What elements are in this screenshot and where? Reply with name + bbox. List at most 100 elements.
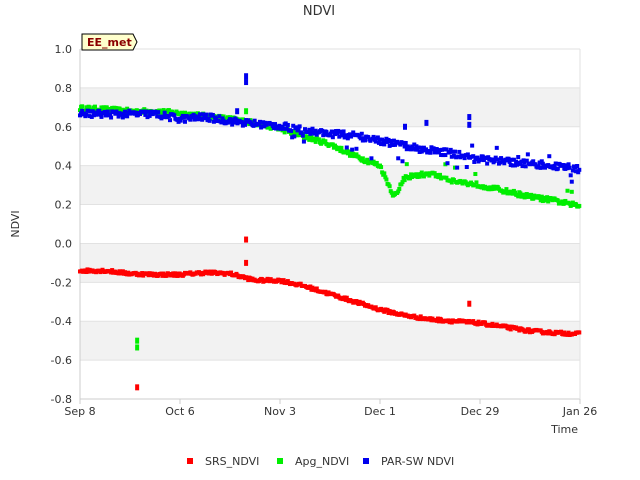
data-point: [522, 160, 527, 165]
data-point: [397, 186, 402, 191]
data-point: [490, 157, 495, 162]
data-point: [344, 295, 349, 300]
data-point: [230, 122, 235, 127]
data-point: [470, 143, 475, 148]
data-point: [221, 118, 226, 123]
data-point: [439, 152, 444, 157]
data-point: [190, 115, 195, 120]
data-point: [144, 109, 149, 114]
data-point: [276, 126, 281, 131]
data-point: [320, 128, 325, 133]
grid-band: [80, 204, 580, 244]
data-point: [285, 122, 290, 127]
data-point: [490, 321, 495, 326]
data-point: [374, 160, 379, 165]
data-point: [345, 136, 350, 141]
data-point: [312, 136, 317, 141]
data-point: [415, 174, 420, 179]
data-point: [483, 320, 487, 325]
data-point: [303, 134, 307, 139]
data-point: [176, 119, 181, 124]
data-point: [143, 112, 148, 117]
data-point: [435, 316, 440, 321]
data-point: [91, 113, 96, 118]
y-tick-label: -0.8: [51, 393, 72, 406]
data-point: [418, 314, 423, 319]
data-point: [484, 156, 489, 161]
data-point: [149, 109, 154, 114]
y-tick-label: 0.6: [55, 121, 73, 134]
data-point: [576, 170, 581, 175]
data-point: [314, 286, 319, 291]
data-point: [545, 195, 550, 200]
data-point: [309, 129, 314, 134]
data-point: [232, 120, 237, 125]
legend: SRS_NDVI Apg_NDVI PAR-SW NDVI: [187, 455, 454, 468]
data-point: [133, 110, 138, 115]
data-point: [202, 114, 207, 119]
data-point: [217, 114, 222, 119]
data-point: [284, 126, 289, 131]
outlier-point: [467, 121, 472, 128]
data-point: [404, 147, 409, 152]
data-point: [432, 171, 437, 176]
data-point: [538, 165, 543, 170]
data-point: [523, 194, 528, 199]
data-point: [421, 145, 426, 150]
data-point: [262, 124, 267, 129]
data-point: [160, 273, 165, 278]
data-point: [219, 114, 224, 119]
data-point: [86, 108, 91, 113]
data-point: [277, 123, 282, 128]
data-point: [359, 131, 364, 136]
data-point: [413, 147, 418, 152]
data-point: [444, 175, 449, 180]
data-point: [252, 118, 257, 123]
data-point: [156, 110, 161, 115]
data-point: [164, 273, 169, 278]
data-point: [171, 271, 176, 276]
data-point: [562, 201, 567, 206]
data-point: [570, 168, 575, 173]
data-point: [577, 330, 582, 335]
data-point: [462, 156, 467, 161]
data-point: [501, 158, 506, 163]
data-point: [145, 115, 150, 120]
data-point: [510, 191, 515, 196]
data-point: [444, 147, 449, 152]
y-axis-title: NDVI: [9, 210, 22, 237]
data-point: [480, 184, 485, 189]
data-point: [565, 332, 570, 337]
data-point: [300, 133, 305, 138]
data-point: [529, 192, 534, 197]
data-point: [409, 172, 414, 177]
data-point: [387, 143, 392, 148]
y-tick-label: -0.2: [51, 276, 72, 289]
data-point: [546, 163, 551, 168]
data-point: [415, 147, 420, 152]
data-point: [323, 139, 328, 144]
data-point: [243, 122, 247, 127]
data-point: [504, 187, 509, 192]
data-point: [451, 153, 456, 158]
data-point: [267, 279, 272, 284]
data-point: [383, 175, 388, 180]
data-point: [353, 133, 358, 138]
data-point: [516, 155, 521, 160]
data-point: [268, 126, 273, 131]
data-point: [333, 132, 337, 137]
grid-band: [80, 165, 580, 205]
data-point: [449, 320, 454, 325]
data-point: [540, 161, 545, 166]
data-point: [196, 115, 201, 120]
data-point: [380, 170, 385, 175]
data-point: [351, 151, 356, 156]
data-point: [525, 152, 530, 157]
data-point: [166, 108, 171, 113]
data-point: [192, 117, 197, 122]
data-point: [410, 175, 415, 180]
data-point: [427, 173, 432, 178]
data-point: [371, 134, 376, 139]
data-point: [366, 135, 371, 140]
